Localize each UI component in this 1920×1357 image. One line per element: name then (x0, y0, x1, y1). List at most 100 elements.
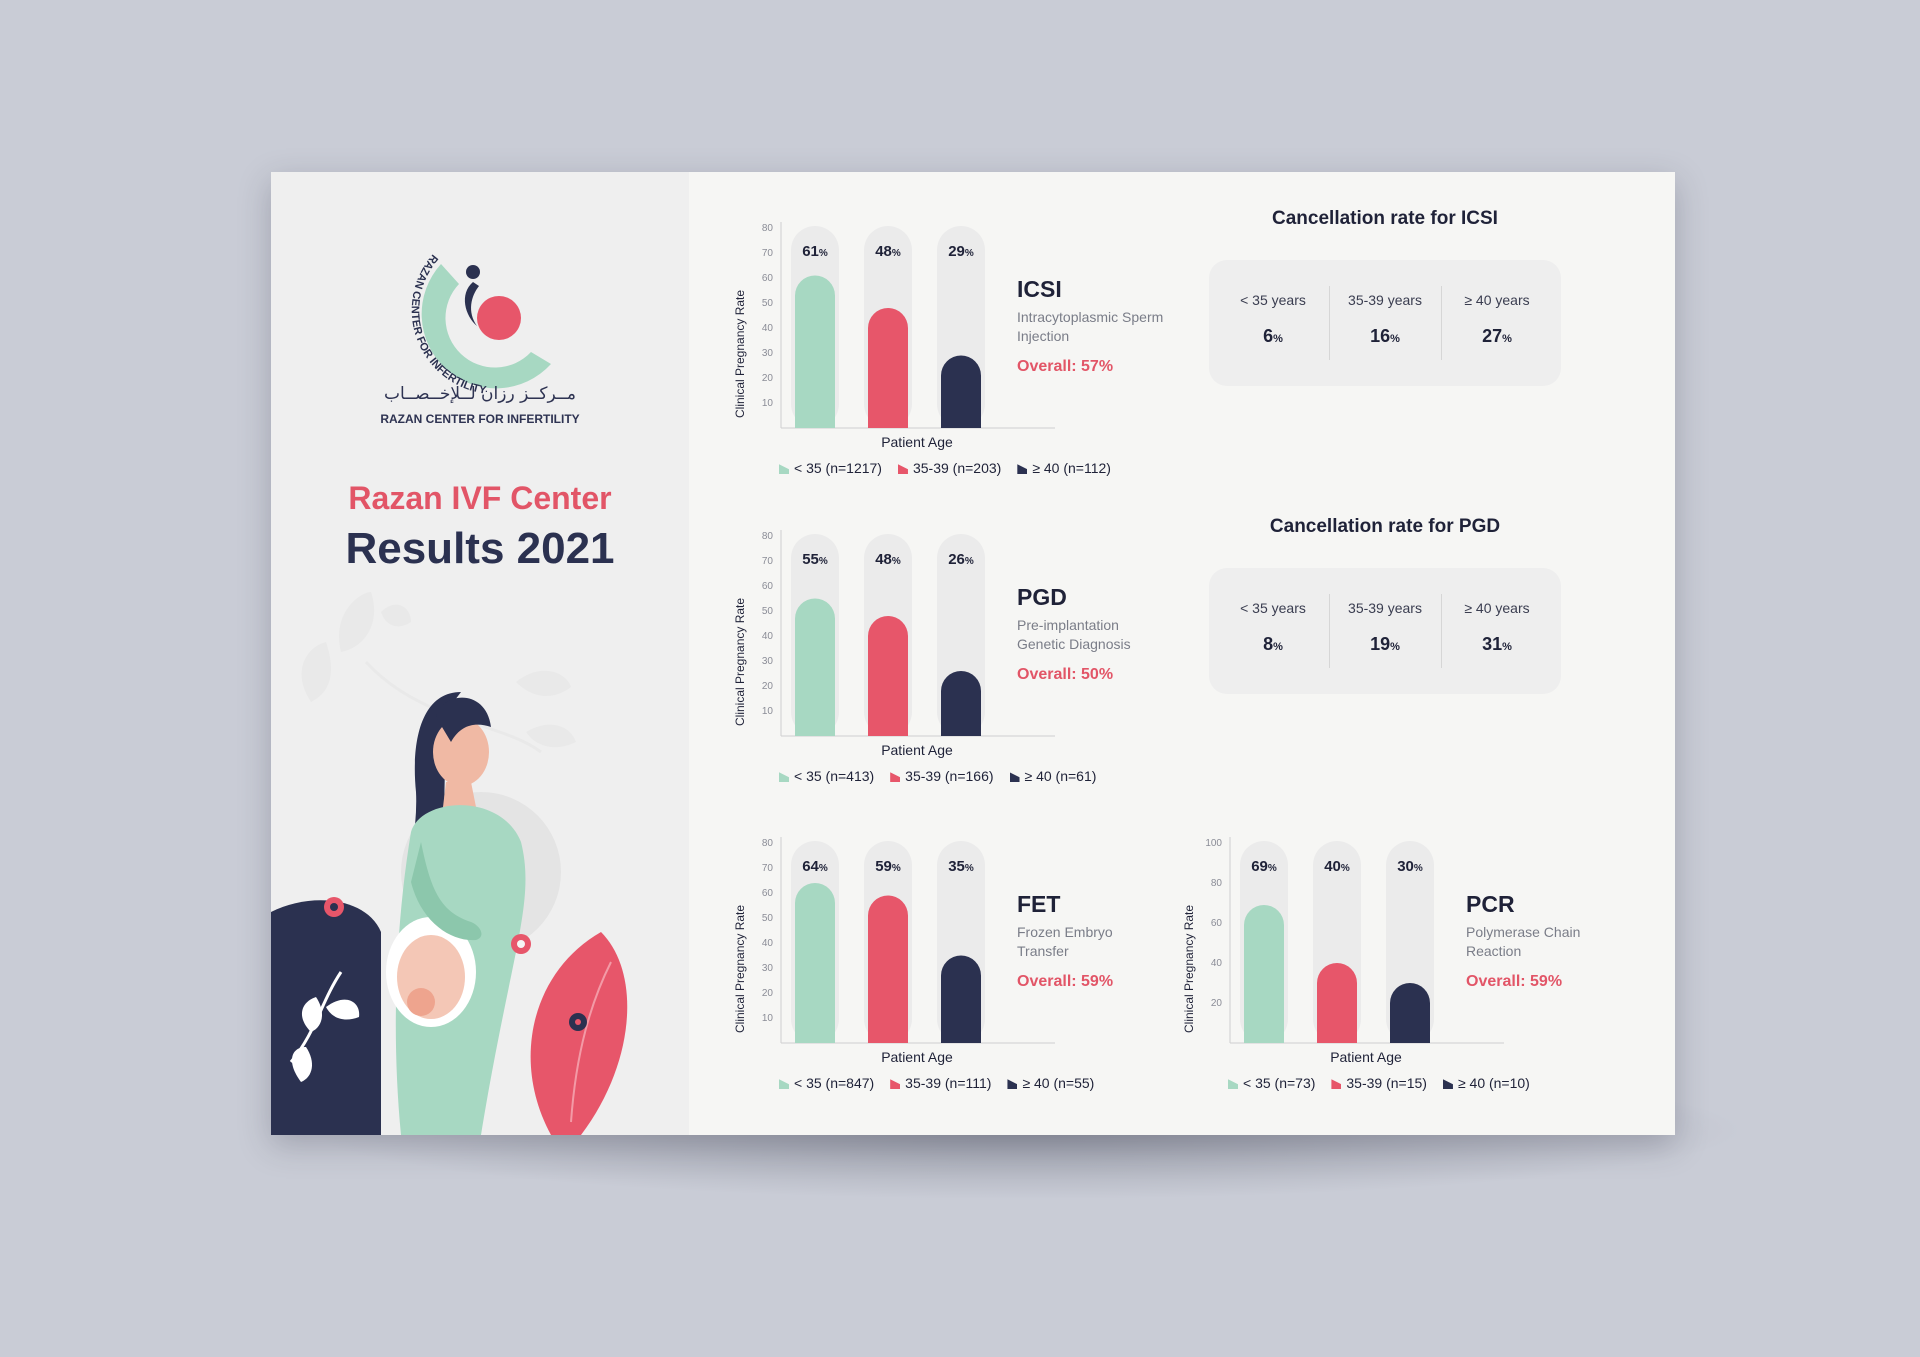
procedure-name: PCR (1466, 891, 1515, 917)
cancellation-value: 16% (1370, 326, 1400, 346)
legend-label: ≥ 40 (n=10) (1457, 1075, 1530, 1091)
x-axis-label: Patient Age (881, 742, 953, 758)
legend-item: ≥ 40 (n=10) (1442, 1075, 1530, 1091)
chart-legend: < 35 (n=413) 35-39 (n=166) ≥ 40 (n=61) (779, 768, 1112, 784)
bar-value-label: 35% (948, 858, 974, 875)
chart-plot: 10 20 30 40 50 60 70 80 64% 59% 35% (762, 837, 1055, 1044)
legend-item: 35-39 (n=15) (1331, 1075, 1427, 1091)
legend-item: 35-39 (n=111) (890, 1075, 991, 1091)
razan-logo: RAZAN CENTER FOR INFERTILITY (409, 252, 551, 397)
legend-swatch (1007, 1079, 1018, 1090)
x-axis-label: Patient Age (881, 434, 953, 450)
y-tick-label: 50 (762, 913, 774, 924)
legend-label: 35-39 (n=166) (905, 768, 994, 784)
y-axis-label: Clinical Pregnancy Rate (733, 597, 747, 726)
legend-swatch (779, 1079, 789, 1090)
cover-panel: RAZAN CENTER FOR INFERTILITY مــركــز رز… (271, 172, 689, 1135)
y-tick-label: 40 (762, 631, 774, 642)
bar-value-label: 29% (948, 243, 974, 260)
procedure-name: PGD (1017, 584, 1067, 610)
y-tick-label: 60 (762, 581, 774, 592)
chart-pgd: 10 20 30 40 50 60 70 80 55% 48% 26% Clinical Pregna… (733, 514, 1135, 784)
bar-value-label: 61% (802, 243, 828, 260)
bar-ge40 (941, 955, 981, 1043)
cancellation-box: < 35 years 6% 35-39 years 16% ≥ 40 years 27% (1209, 260, 1561, 386)
bar-value-label: 55% (802, 551, 828, 568)
cancellation-title: Cancellation rate for PGD (1269, 516, 1501, 537)
bar-lt35 (795, 598, 835, 736)
y-axis-label: Clinical Pregnancy Rate (1182, 904, 1196, 1033)
y-tick-label: 10 (762, 706, 774, 717)
y-tick-label: 40 (762, 323, 774, 334)
arabic-name: مــركــز رزان لــلإخــصــاب (384, 384, 576, 404)
legend-swatch (1442, 1079, 1453, 1090)
cancellation-column: ≥ 40 years 27% (1441, 260, 1553, 386)
legend-label: ≥ 40 (n=112) (1032, 460, 1111, 476)
bar-value-label: 64% (802, 858, 828, 875)
cancellation-age-label: 35-39 years (1348, 292, 1422, 308)
legend-label: < 35 (n=1217) (794, 460, 882, 476)
legend-item: < 35 (n=413) (779, 768, 874, 784)
y-tick-label: 80 (762, 223, 774, 234)
bar-value-label: 59% (875, 858, 901, 875)
y-axis-label: Clinical Pregnancy Rate (733, 289, 747, 418)
bar-ge40 (941, 671, 981, 736)
y-tick-label: 70 (762, 863, 774, 874)
legend-item: < 35 (n=73) (1228, 1075, 1315, 1091)
y-tick-label: 10 (762, 1013, 774, 1024)
y-tick-label: 30 (762, 656, 774, 667)
bar-35-39 (868, 895, 908, 1043)
y-tick-label: 40 (762, 938, 774, 949)
column-divider (1329, 594, 1330, 668)
procedure-description: Polymerase Chain Reaction (1466, 924, 1581, 959)
y-tick-label: 60 (1211, 918, 1223, 929)
legend-swatch (1017, 464, 1028, 475)
y-tick-label: 70 (762, 556, 774, 567)
cancellation-value: 27% (1482, 326, 1512, 346)
cancellation-column: ≥ 40 years 31% (1441, 568, 1553, 694)
column-divider (1329, 286, 1330, 360)
cancellation-age-label: < 35 years (1240, 600, 1306, 616)
chart-legend: < 35 (n=1217) 35-39 (n=203) ≥ 40 (n=112) (779, 460, 1127, 476)
bar-value-label: 69% (1251, 858, 1277, 875)
bar-lt35 (1244, 905, 1284, 1043)
legend-item: 35-39 (n=203) (897, 460, 1001, 476)
bar-ge40 (1390, 983, 1430, 1043)
chart-legend: < 35 (n=73) 35-39 (n=15) ≥ 40 (n=10) (1228, 1075, 1546, 1091)
legend-label: ≥ 40 (n=55) (1022, 1075, 1095, 1091)
cancellation-value: 6% (1263, 326, 1283, 346)
legend-label: 35-39 (n=15) (1346, 1075, 1427, 1091)
cancellation-column: < 35 years 6% (1217, 260, 1329, 386)
procedure-overall: Overall: 59% (1017, 973, 1114, 990)
x-axis-label: Patient Age (881, 1049, 953, 1065)
title-center: Razan IVF Center (348, 480, 612, 516)
bar-value-label: 48% (875, 243, 901, 260)
legend-item: < 35 (n=847) (779, 1075, 874, 1091)
title-results: Results 2021 (345, 524, 615, 573)
english-name: RAZAN CENTER FOR INFERTILITY (380, 412, 580, 426)
bar-value-label: 26% (948, 551, 974, 568)
procedure-overall: Overall: 59% (1466, 973, 1563, 990)
legend-label: < 35 (n=413) (794, 768, 875, 784)
chart-icsi: 10 20 30 40 50 60 70 80 61% 48% 29% Clinical Pregna… (733, 206, 1163, 476)
bar-lt35 (795, 275, 835, 428)
legend-swatch (1009, 772, 1020, 783)
cancellation-value: 31% (1482, 634, 1512, 654)
procedure-description: Pre-implantation Genetic Diagnosis (1017, 617, 1131, 652)
chart-fet: 10 20 30 40 50 60 70 80 64% 59% 35% Clinical Pregna… (733, 821, 1135, 1091)
legend-swatch (890, 1079, 901, 1090)
cancellation-box: < 35 years 8% 35-39 years 19% ≥ 40 years 31% (1209, 568, 1561, 694)
legend-swatch (890, 772, 901, 783)
y-tick-label: 10 (762, 398, 774, 409)
y-tick-label: 80 (762, 531, 774, 542)
cancellation-column: 35-39 years 19% (1329, 568, 1441, 694)
brochure-page: RAZAN CENTER FOR INFERTILITY مــركــز رز… (271, 172, 1675, 1135)
chart-plot: 10 20 30 40 50 60 70 80 55% 48% 26% (762, 530, 1055, 737)
cancellation-column: 35-39 years 16% (1329, 260, 1441, 386)
procedure-name: ICSI (1017, 276, 1062, 302)
pregnant-woman-illustration (271, 592, 628, 1135)
legend-label: 35-39 (n=111) (905, 1075, 992, 1091)
legend-swatch (779, 464, 789, 475)
cancellation-column: < 35 years 8% (1217, 568, 1329, 694)
chart-plot: 10 20 30 40 50 60 70 80 61% 48% 29% (762, 222, 1055, 429)
